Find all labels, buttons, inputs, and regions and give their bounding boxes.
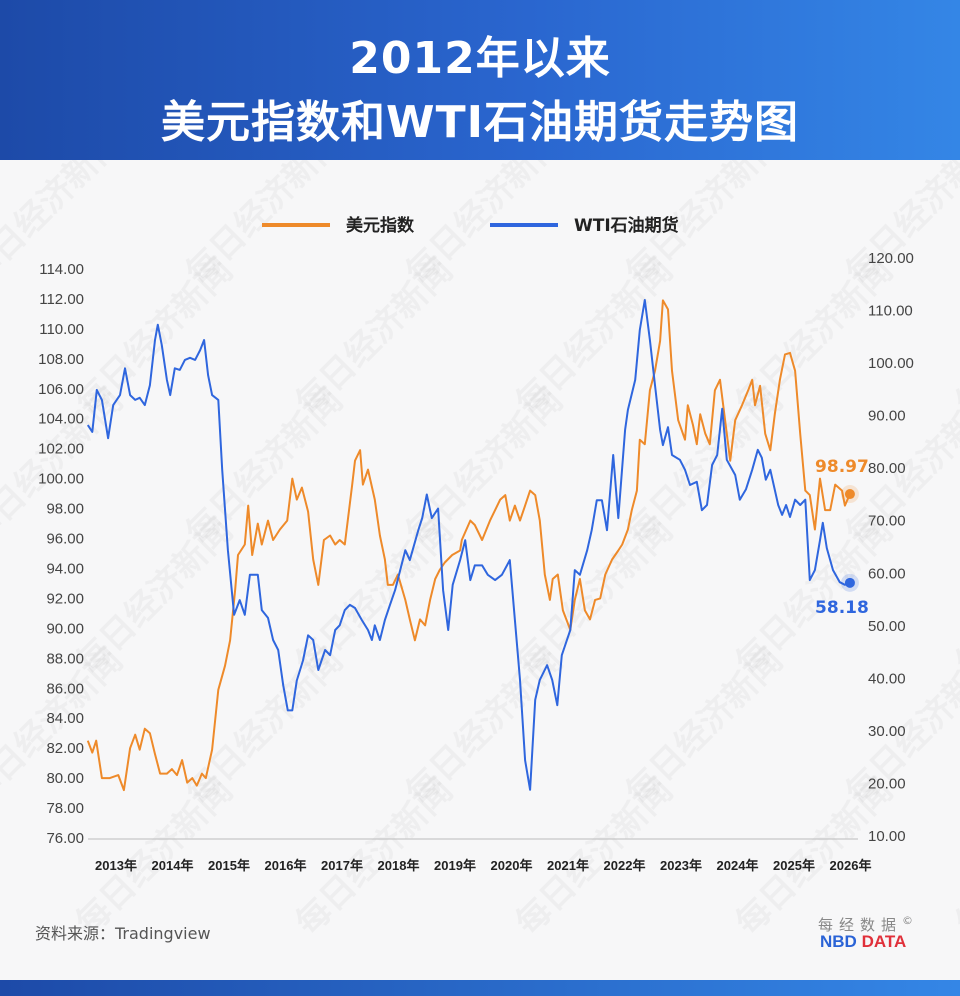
left-axis-tick-label: 92.00 <box>46 590 84 607</box>
left-axis-tick-label: 78.00 <box>46 800 84 817</box>
x-axis-tick-label: 2014年 <box>152 858 194 873</box>
right-axis-tick-label: 80.00 <box>868 460 906 477</box>
series-line-dxy <box>86 299 851 792</box>
x-axis-tick-label: 2018年 <box>378 858 420 873</box>
nbd-data-logo: NBD DATA <box>820 932 906 952</box>
left-axis-tick-label: 98.00 <box>46 501 84 518</box>
left-axis-tick-label: 106.00 <box>38 381 84 398</box>
x-axis-tick-label: 2024年 <box>717 858 759 873</box>
x-axis-tick-label: 2017年 <box>321 858 363 873</box>
legend-label: 美元指数 <box>346 215 415 236</box>
end-marker <box>844 489 855 500</box>
left-axis-tick-label: 76.00 <box>46 830 84 847</box>
left-axis-tick-label: 96.00 <box>46 531 84 548</box>
x-axis-tick-label: 2015年 <box>208 858 250 873</box>
right-axis-tick-label: 10.00 <box>868 828 906 845</box>
x-axis-tick-label: 2022年 <box>604 858 646 873</box>
left-axis-tick-label: 100.00 <box>38 471 84 488</box>
x-axis-tick-label: 2020年 <box>491 858 533 873</box>
left-axis-tick-label: 110.00 <box>39 321 84 338</box>
right-axis-tick-label: 50.00 <box>868 618 906 635</box>
right-axis-tick-label: 100.00 <box>868 355 914 372</box>
right-axis-tick-label: 60.00 <box>868 565 906 582</box>
left-axis-tick-label: 94.00 <box>46 560 84 577</box>
series-line-wti <box>86 299 851 791</box>
x-axis-tick-label: 2019年 <box>434 858 476 873</box>
left-axis-tick-label: 112.00 <box>39 291 84 308</box>
right-axis-tick-label: 120.00 <box>868 250 914 267</box>
logo-data: DATA <box>861 932 907 951</box>
right-axis-tick-label: 30.00 <box>868 723 906 740</box>
right-axis-tick-label: 40.00 <box>868 670 906 687</box>
right-axis-tick-label: 90.00 <box>868 408 906 425</box>
footer-band <box>0 980 960 996</box>
legend-label: WTI石油期货 <box>574 215 679 236</box>
left-axis-tick-label: 84.00 <box>46 710 84 727</box>
x-axis-tick-label: 2021年 <box>547 858 589 873</box>
header-banner: 2012年以来 美元指数和WTI石油期货走势图 <box>0 0 960 160</box>
x-axis-tick-label: 2025年 <box>773 858 815 873</box>
left-axis-tick-label: 80.00 <box>46 770 84 787</box>
x-axis-tick-label: 2026年 <box>830 858 872 873</box>
logo-nbd: NBD <box>820 932 857 951</box>
end-value-label: 98.97 <box>815 457 869 477</box>
left-axis-tick-label: 82.00 <box>46 740 84 757</box>
right-axis-tick-label: 20.00 <box>868 775 906 792</box>
nbd-logo-cn: 每经数据© <box>818 914 913 935</box>
end-value-label: 58.18 <box>815 598 869 618</box>
left-axis-tick-label: 88.00 <box>46 650 84 667</box>
right-axis-tick-label: 110.00 <box>868 303 913 320</box>
x-axis-tick-label: 2016年 <box>265 858 307 873</box>
right-axis-tick-label: 70.00 <box>868 513 906 530</box>
data-source: 资料来源：Tradingview <box>35 924 211 943</box>
copyright-symbol: © <box>902 914 914 927</box>
left-axis-tick-label: 102.00 <box>38 441 84 458</box>
left-axis-tick-label: 104.00 <box>38 411 84 428</box>
x-axis-tick-label: 2013年 <box>95 858 137 873</box>
end-marker <box>844 577 855 588</box>
chart-title-line1: 2012年以来 <box>349 33 611 84</box>
x-axis-tick-label: 2023年 <box>660 858 702 873</box>
left-axis-tick-label: 86.00 <box>46 680 84 697</box>
left-axis-tick-label: 108.00 <box>38 351 84 368</box>
chart-title-line2: 美元指数和WTI石油期货走势图 <box>161 97 799 148</box>
logo-cn-text: 每经数据 <box>818 916 903 934</box>
left-axis-tick-label: 114.00 <box>39 261 84 278</box>
left-axis-tick-label: 90.00 <box>46 620 84 637</box>
